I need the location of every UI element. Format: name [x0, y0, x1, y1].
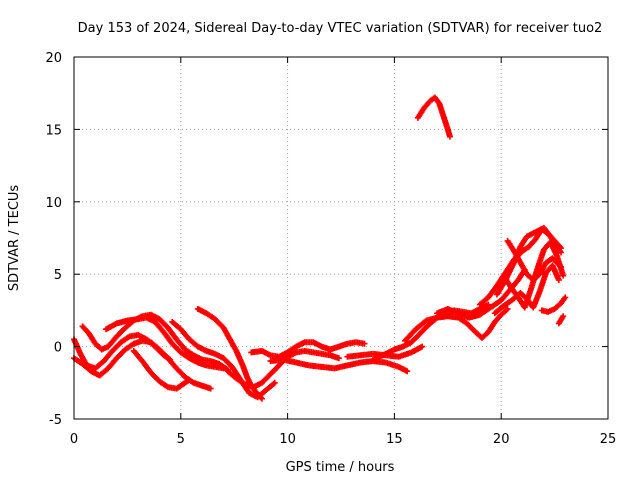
x-tick-label: 0 [70, 432, 78, 447]
series-arc5 [130, 347, 193, 392]
series-arc20 [538, 294, 569, 315]
data-point [560, 272, 567, 279]
data-points [71, 94, 569, 402]
y-tick-label: -5 [49, 413, 62, 428]
series-arc19 [502, 239, 567, 311]
series-arc8 [224, 347, 342, 391]
x-axis-ticks: 0 5 10 15 20 25 [70, 57, 616, 447]
y-axis-label: SDTVAR / TECUs [7, 185, 22, 292]
data-point [558, 249, 565, 256]
y-tick-label: 20 [45, 51, 62, 66]
series-arc10 [267, 356, 411, 375]
x-tick-label: 5 [177, 432, 185, 447]
data-point [361, 340, 368, 347]
plot-frame [73, 56, 609, 420]
data-point [258, 395, 265, 402]
x-axis-label: GPS time / hours [286, 460, 395, 475]
data-point [271, 379, 278, 386]
data-point [446, 133, 453, 140]
series-arc14 [434, 266, 528, 321]
data-point [555, 276, 562, 283]
x-tick-label: 25 [600, 432, 617, 447]
data-point [504, 305, 511, 312]
y-tick-label: 10 [45, 196, 62, 211]
series-arc21 [555, 313, 567, 327]
y-axis-ticks: -5 0 5 10 15 20 [45, 51, 608, 428]
x-tick-label: 10 [279, 432, 296, 447]
data-point [220, 365, 227, 372]
x-tick-label: 15 [386, 432, 403, 447]
chart-title: Day 153 of 2024, Sidereal Day-to-day VTE… [78, 21, 603, 36]
x-tick-label: 20 [493, 432, 510, 447]
data-point [419, 343, 426, 350]
y-tick-label: 5 [54, 268, 62, 283]
data-point [560, 313, 567, 320]
data-point [562, 294, 569, 301]
y-tick-label: 15 [45, 123, 62, 138]
y-tick-label: 0 [54, 341, 62, 356]
data-point [186, 376, 193, 383]
data-point [404, 368, 411, 375]
series-arc4 [103, 314, 227, 372]
data-point [335, 355, 342, 362]
series-arc2 [79, 311, 231, 373]
series-arc22 [414, 94, 453, 140]
series-arc3 [71, 337, 214, 392]
data-point [207, 385, 214, 392]
